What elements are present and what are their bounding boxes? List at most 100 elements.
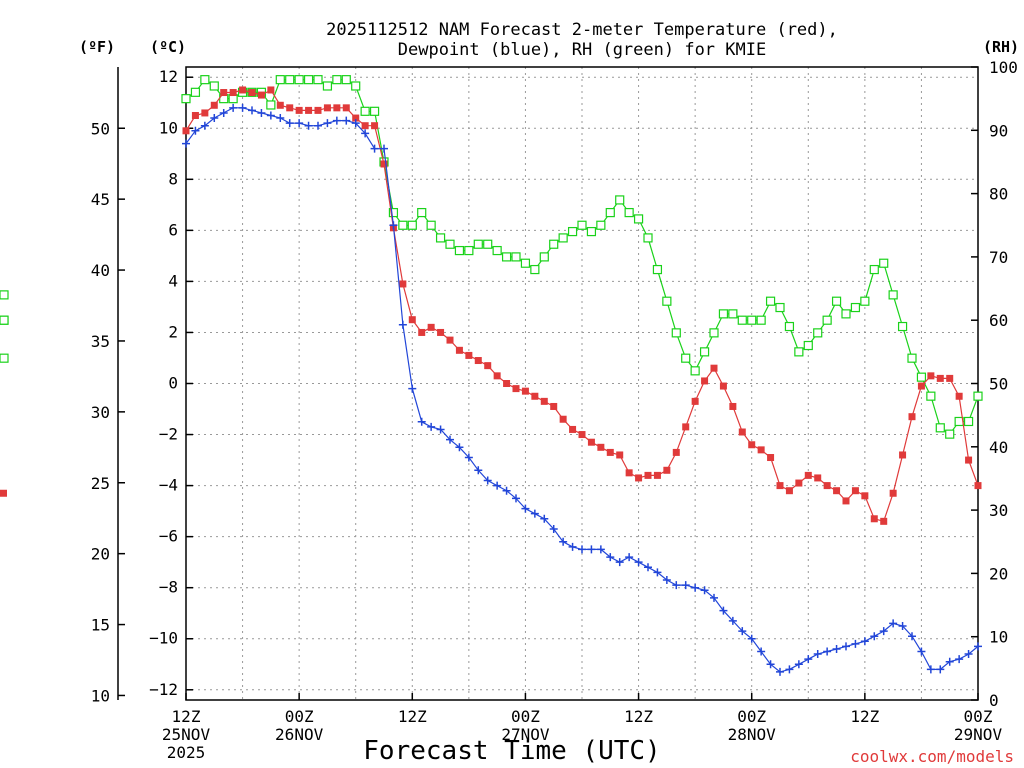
dewpoint-point (295, 119, 304, 128)
rh-point (294, 75, 304, 85)
x-tick-label: 00Z (511, 707, 540, 726)
temperature-point (597, 443, 605, 451)
temperature-point (540, 397, 548, 405)
temperature-point (531, 392, 539, 400)
dewpoint-point (361, 129, 370, 138)
x-tick-label: 00Z (737, 707, 766, 726)
x-tick-label: 29NOV (954, 725, 1003, 744)
dewpoint-point (813, 650, 822, 659)
rh-point (181, 94, 191, 104)
dewpoint-point (889, 619, 898, 628)
temperature-point (889, 489, 897, 497)
rh-point (907, 353, 917, 363)
rh-point (567, 226, 578, 237)
rh-point (266, 100, 276, 110)
rh-point (501, 252, 512, 262)
rh-point (775, 302, 785, 313)
x-tick-label: 00Z (285, 707, 314, 726)
dewpoint-point (606, 553, 615, 562)
rh-tick-label: 10 (989, 628, 1008, 647)
rh-point (652, 264, 663, 275)
dewpoint-point (681, 581, 690, 590)
x-tick-label: 12Z (398, 707, 427, 726)
rh-point (341, 75, 351, 85)
rh-point (313, 75, 323, 85)
temperature-point (352, 114, 360, 122)
fahrenheit-tick-label: 35 (91, 332, 110, 351)
rh-tick-label: 90 (989, 121, 1008, 140)
rh-point (596, 220, 606, 230)
rh-point (615, 195, 625, 205)
rh-point (831, 296, 842, 306)
dewpoint-point (596, 545, 605, 554)
temperature-point (691, 397, 699, 405)
temperature-point (503, 380, 511, 387)
x-tick-label: 2025 (167, 743, 206, 762)
dewpoint-point (417, 417, 426, 426)
rh-point (275, 75, 285, 85)
dewpoint-point (832, 644, 841, 653)
x-tick-label: 12Z (172, 707, 201, 726)
dewpoint-point (700, 586, 709, 595)
rh-point (190, 87, 201, 97)
dewpoint-point (342, 116, 351, 125)
celsius-tick-label: −10 (149, 629, 178, 648)
chart-title-line2: Dewpoint (blue), RH (green) for KMIE (398, 40, 766, 60)
credit-text: coolwx.com/models (850, 747, 1014, 766)
temperature-point (550, 402, 558, 410)
dewpoint-point (200, 121, 209, 130)
temperature-point (917, 382, 925, 390)
rh-point (850, 302, 861, 313)
dewpoint-point (851, 639, 860, 648)
dewpoint-point (370, 144, 379, 153)
dewpoint-point (493, 481, 502, 490)
unit-fahrenheit-label: (ºF) (79, 38, 115, 56)
temperature-point (823, 482, 831, 490)
celsius-tick-label: −2 (159, 425, 178, 444)
temperature-point (701, 377, 709, 385)
rh-tick-label: 20 (989, 564, 1008, 583)
x-tick-label: 12Z (624, 707, 653, 726)
temperature-point (635, 474, 643, 482)
rh-point (209, 81, 219, 91)
rh-point (303, 75, 314, 85)
dewpoint-point (549, 524, 558, 533)
dewpoint-point (879, 627, 888, 636)
rh-point (813, 328, 823, 338)
rh-point (445, 239, 455, 249)
rh-point (926, 391, 936, 401)
rh-point (963, 416, 974, 427)
dewpoint-point (446, 435, 454, 444)
dewpoint-point (266, 111, 275, 120)
temperature-point (974, 482, 982, 490)
temperature-point (305, 106, 313, 114)
dewpoint-point (625, 553, 634, 562)
dewpoint-point (964, 650, 973, 659)
dewpoint-point (323, 119, 332, 128)
rh-point (794, 347, 804, 357)
fahrenheit-tick-label: 15 (91, 616, 110, 635)
rh-point (888, 290, 898, 300)
dewpoint-point (540, 514, 549, 523)
rh-tick-label: 100 (989, 58, 1018, 77)
dewpoint-point (398, 320, 407, 329)
rh-point (351, 81, 361, 91)
dewpoint-point (248, 106, 256, 115)
rh-point (756, 315, 766, 325)
rh-point (916, 372, 927, 382)
fahrenheit-tick-label: 45 (91, 190, 110, 209)
rh-point (879, 258, 889, 268)
rh-tick-label: 40 (989, 438, 1008, 457)
temperature-point (210, 101, 218, 109)
fahrenheit-tick-label: 20 (91, 545, 110, 564)
unit-celsius-label: (ºC) (150, 38, 186, 56)
rh-tick-label: 70 (989, 248, 1008, 267)
temperature-point (276, 101, 284, 109)
dewpoint-point (860, 637, 869, 646)
rh-point (671, 328, 681, 338)
temperature-point (710, 364, 718, 372)
temperature-point (0, 489, 7, 497)
temperature-point (663, 466, 671, 474)
temperature-point (776, 482, 784, 490)
rh-point (332, 75, 342, 85)
